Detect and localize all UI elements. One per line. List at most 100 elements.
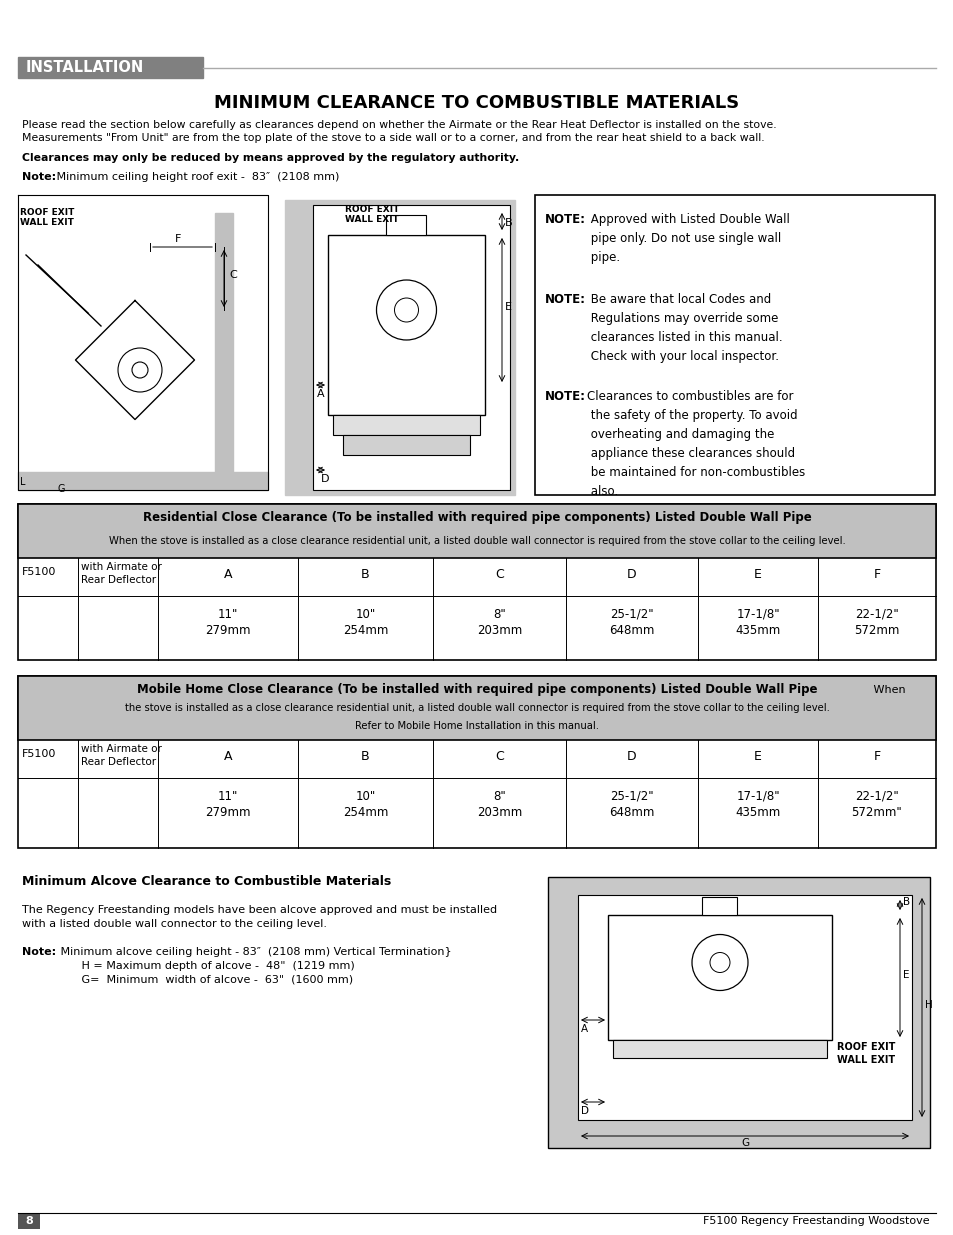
Text: Note:: Note: bbox=[22, 947, 56, 957]
Text: ROOF EXIT: ROOF EXIT bbox=[20, 207, 74, 217]
Text: G=  Minimum  width of alcove -  63"  (1600 mm): G= Minimum width of alcove - 63" (1600 m… bbox=[50, 974, 353, 986]
Text: F: F bbox=[873, 568, 880, 580]
Text: 648mm: 648mm bbox=[609, 625, 654, 637]
Text: ROOF EXIT: ROOF EXIT bbox=[345, 205, 399, 214]
Text: H: H bbox=[924, 999, 932, 1009]
Text: 254mm: 254mm bbox=[342, 806, 388, 820]
Text: A: A bbox=[316, 389, 324, 399]
Bar bbox=[214, 212, 233, 472]
Text: When: When bbox=[869, 685, 905, 695]
Bar bbox=[333, 415, 479, 435]
Text: Approved with Listed Double Wall
 pipe only. Do not use single wall
 pipe.: Approved with Listed Double Wall pipe on… bbox=[586, 212, 789, 264]
Text: L: L bbox=[20, 477, 26, 487]
Text: 17-1/8": 17-1/8" bbox=[736, 789, 779, 803]
Text: F5100: F5100 bbox=[22, 748, 56, 760]
Text: WALL EXIT: WALL EXIT bbox=[345, 215, 398, 224]
Text: Rear Deflector: Rear Deflector bbox=[81, 757, 156, 767]
Bar bbox=[18, 504, 935, 659]
Text: MINIMUM CLEARANCE TO COMBUSTIBLE MATERIALS: MINIMUM CLEARANCE TO COMBUSTIBLE MATERIA… bbox=[214, 94, 739, 112]
Text: The Regency Freestanding models have been alcove approved and must be installed: The Regency Freestanding models have bee… bbox=[22, 905, 497, 915]
Bar bbox=[313, 205, 510, 490]
Bar bbox=[328, 235, 484, 415]
Text: 572mm: 572mm bbox=[854, 625, 899, 637]
Text: 17-1/8": 17-1/8" bbox=[736, 608, 779, 620]
Text: 254mm: 254mm bbox=[342, 625, 388, 637]
Text: H = Maximum depth of alcove -  48"  (1219 mm): H = Maximum depth of alcove - 48" (1219 … bbox=[50, 961, 355, 971]
Text: Rear Deflector: Rear Deflector bbox=[81, 576, 156, 585]
Text: NOTE:: NOTE: bbox=[544, 390, 585, 403]
Bar bbox=[18, 57, 203, 78]
Text: Minimum ceiling height roof exit -  83″  (2108 mm): Minimum ceiling height roof exit - 83″ (… bbox=[46, 172, 339, 182]
Text: E: E bbox=[504, 303, 512, 312]
Text: 8": 8" bbox=[493, 789, 505, 803]
Bar bbox=[18, 1213, 40, 1229]
Text: E: E bbox=[753, 568, 761, 580]
Text: A: A bbox=[580, 1024, 587, 1034]
Bar bbox=[607, 915, 831, 1040]
Bar bbox=[578, 895, 911, 1120]
Text: D: D bbox=[320, 474, 329, 484]
Text: 203mm: 203mm bbox=[476, 625, 521, 637]
Text: with Airmate or: with Airmate or bbox=[81, 743, 162, 755]
Text: Note:: Note: bbox=[22, 172, 56, 182]
Bar bbox=[535, 195, 934, 495]
Text: B: B bbox=[361, 568, 370, 580]
Text: D: D bbox=[626, 750, 637, 762]
Text: 8": 8" bbox=[493, 608, 505, 620]
Text: B: B bbox=[902, 897, 909, 906]
Text: F: F bbox=[873, 750, 880, 762]
Text: INSTALLATION: INSTALLATION bbox=[26, 61, 144, 75]
Text: B: B bbox=[504, 219, 512, 228]
Text: E: E bbox=[753, 750, 761, 762]
Bar bbox=[285, 200, 515, 495]
Bar bbox=[18, 676, 935, 848]
Text: Clearances to combustibles are for
 the safety of the property. To avoid
 overhe: Clearances to combustibles are for the s… bbox=[586, 390, 804, 498]
Text: G: G bbox=[58, 484, 66, 494]
Text: A: A bbox=[224, 750, 232, 762]
Text: NOTE:: NOTE: bbox=[544, 212, 585, 226]
Text: C: C bbox=[495, 568, 503, 580]
Bar bbox=[18, 472, 268, 490]
Text: B: B bbox=[361, 750, 370, 762]
Text: F5100: F5100 bbox=[22, 567, 56, 577]
Text: Be aware that local Codes and
 Regulations may override some
 clearances listed : Be aware that local Codes and Regulation… bbox=[586, 293, 781, 363]
Text: 279mm: 279mm bbox=[205, 625, 251, 637]
Text: C: C bbox=[495, 750, 503, 762]
Text: with Airmate or: with Airmate or bbox=[81, 562, 162, 572]
Text: Please read the section below carefully as clearances depend on whether the Airm: Please read the section below carefully … bbox=[22, 120, 776, 130]
Text: 25-1/2": 25-1/2" bbox=[610, 789, 653, 803]
Text: F5100 Regency Freestanding Woodstove: F5100 Regency Freestanding Woodstove bbox=[702, 1216, 929, 1226]
Text: WALL EXIT: WALL EXIT bbox=[836, 1055, 894, 1065]
Text: ROOF EXIT: ROOF EXIT bbox=[836, 1042, 895, 1052]
Text: Minimum Alcove Clearance to Combustible Materials: Minimum Alcove Clearance to Combustible … bbox=[22, 876, 391, 888]
Text: 8: 8 bbox=[25, 1216, 32, 1226]
Bar bbox=[386, 215, 426, 235]
Text: C: C bbox=[229, 270, 236, 280]
Text: Residential Close Clearance (To be installed with required pipe components) List: Residential Close Clearance (To be insta… bbox=[143, 511, 810, 525]
Text: E: E bbox=[902, 969, 908, 979]
Text: with a listed double wall connector to the ceiling level.: with a listed double wall connector to t… bbox=[22, 919, 327, 929]
Text: D: D bbox=[626, 568, 637, 580]
Text: 10": 10" bbox=[355, 608, 375, 620]
Text: 25-1/2": 25-1/2" bbox=[610, 608, 653, 620]
Text: Mobile Home Close Clearance (To be installed with required pipe components) List: Mobile Home Close Clearance (To be insta… bbox=[136, 683, 817, 697]
Bar bbox=[343, 435, 470, 454]
Text: 203mm: 203mm bbox=[476, 806, 521, 820]
Text: D: D bbox=[580, 1107, 588, 1116]
Bar bbox=[613, 1040, 826, 1058]
Text: 279mm: 279mm bbox=[205, 806, 251, 820]
Text: G: G bbox=[740, 1137, 748, 1149]
Text: the stove is installed as a close clearance residential unit, a listed double wa: the stove is installed as a close cleara… bbox=[125, 703, 828, 713]
Text: Refer to Mobile Home Installation in this manual.: Refer to Mobile Home Installation in thi… bbox=[355, 721, 598, 731]
Text: Measurements "From Unit" are from the top plate of the stove to a side wall or t: Measurements "From Unit" are from the to… bbox=[22, 133, 763, 143]
Text: A: A bbox=[224, 568, 232, 580]
Text: NOTE:: NOTE: bbox=[544, 293, 585, 306]
Bar bbox=[18, 504, 935, 558]
Text: F: F bbox=[174, 233, 181, 245]
Text: WALL EXIT: WALL EXIT bbox=[20, 219, 73, 227]
Text: 11": 11" bbox=[217, 608, 238, 620]
Bar bbox=[547, 877, 929, 1149]
Text: 435mm: 435mm bbox=[735, 806, 780, 820]
Text: Clearances may only be reduced by means approved by the regulatory authority.: Clearances may only be reduced by means … bbox=[22, 153, 518, 163]
Text: 572mm": 572mm" bbox=[851, 806, 902, 820]
